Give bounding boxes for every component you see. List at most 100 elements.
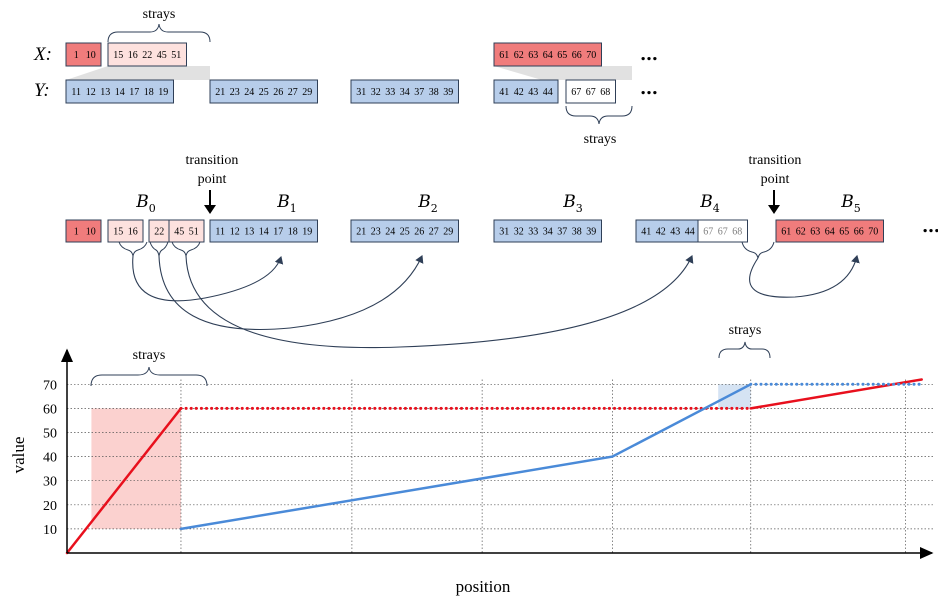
merged-value: 31 xyxy=(499,227,509,238)
stray-brace-2 xyxy=(149,241,169,257)
y-ellipsis: … xyxy=(640,78,658,99)
y-value: 24 xyxy=(244,87,254,98)
y-group xyxy=(65,79,174,104)
merged-value: 66 xyxy=(854,227,864,238)
y-tick-label: 20 xyxy=(43,499,57,514)
merged-group xyxy=(107,219,144,243)
merged-value: 18 xyxy=(288,227,298,238)
top-section: X: Y: 1 10 15 16 22 45 51 61 62 63 64 65 66 70 11 12 13… xyxy=(33,7,658,147)
x-value: 63 xyxy=(528,50,538,61)
merged-value: 51 xyxy=(189,227,199,238)
x-value: 16 xyxy=(128,50,138,61)
merged-value: 63 xyxy=(810,227,820,238)
transition-arrow-right xyxy=(768,190,780,214)
merged-group xyxy=(350,219,459,243)
top-strays-brace xyxy=(107,23,211,43)
y-value: 34 xyxy=(400,87,410,98)
merged-value: 27 xyxy=(429,227,439,238)
x-value: 66 xyxy=(572,50,582,61)
merged-value: 19 xyxy=(302,227,312,238)
merged-value: 67 xyxy=(718,227,728,238)
x-value: 64 xyxy=(543,50,553,61)
arc-to-b2 xyxy=(158,254,424,331)
arc-to-b1 xyxy=(132,255,284,302)
merged-value: 29 xyxy=(443,227,453,238)
x-value: 51 xyxy=(171,50,181,61)
y-group xyxy=(350,79,459,104)
block-labels: B0 B1 B2 B3 B4 B5 xyxy=(135,192,861,215)
merged-value: 70 xyxy=(868,227,878,238)
y-value: 32 xyxy=(371,87,381,98)
chart-series xyxy=(65,378,924,555)
merged-value: 62 xyxy=(796,227,806,238)
block-label: B1 xyxy=(276,192,297,215)
merged-value: 38 xyxy=(572,227,582,238)
merged-value: 43 xyxy=(670,227,680,238)
y-value: 17 xyxy=(129,87,139,98)
y-strays-brace xyxy=(565,105,633,125)
y-value: 39 xyxy=(443,87,453,98)
merged-value: 41 xyxy=(641,227,651,238)
merged-value: 61 xyxy=(781,227,791,238)
x-value: 61 xyxy=(499,50,509,61)
y-value: 67 xyxy=(571,87,581,98)
x-value: 65 xyxy=(557,50,567,61)
x-value: 62 xyxy=(514,50,524,61)
x-row-label: X: xyxy=(33,44,52,65)
merged-value: 10 xyxy=(86,227,96,238)
merged-value: 16 xyxy=(128,227,138,238)
merged-value: 17 xyxy=(273,227,283,238)
y-value: 27 xyxy=(288,87,298,98)
y-value: 19 xyxy=(158,87,168,98)
y-value: 41 xyxy=(499,87,509,98)
merged-value: 22 xyxy=(154,227,164,238)
y-value: 26 xyxy=(273,87,283,98)
stray-brace-3 xyxy=(171,241,201,257)
merged-value: 13 xyxy=(244,227,254,238)
merged-value: 21 xyxy=(356,227,366,238)
chart-strays-brace-right xyxy=(718,341,771,359)
merged-value: 37 xyxy=(557,227,567,238)
x-ellipsis: … xyxy=(640,44,658,65)
transition-arrow-left xyxy=(204,190,216,214)
y-value: 44 xyxy=(543,87,553,98)
mid-ellipsis: … xyxy=(922,216,938,237)
merged-group xyxy=(65,219,102,243)
merged-value: 45 xyxy=(174,227,184,238)
x-group xyxy=(65,42,102,67)
stray-brace-4 xyxy=(741,241,775,259)
x-axis-label: position xyxy=(456,577,511,596)
chart-strays-label-left: strays xyxy=(133,348,166,363)
merged-value: 34 xyxy=(543,227,553,238)
merged-value: 14 xyxy=(259,227,269,238)
arc-to-b4 xyxy=(185,254,694,349)
merged-value: 64 xyxy=(825,227,835,238)
merged-group xyxy=(493,219,602,243)
y-value: 33 xyxy=(385,87,395,98)
y-value: 21 xyxy=(215,87,225,98)
merged-value: 1 xyxy=(74,227,79,238)
merged-value: 65 xyxy=(839,227,849,238)
arc-to-b5 xyxy=(749,254,860,298)
x-value: 22 xyxy=(142,50,152,61)
y-tick-label: 30 xyxy=(43,475,57,490)
merged-value: 25 xyxy=(400,227,410,238)
merged-value: 23 xyxy=(371,227,381,238)
blue-solid-series xyxy=(179,383,753,531)
merged-group xyxy=(697,219,748,243)
y-value: 18 xyxy=(144,87,154,98)
x-value: 70 xyxy=(586,50,596,61)
y-tick-label: 60 xyxy=(43,402,57,417)
x-group xyxy=(493,42,602,67)
block-label: B3 xyxy=(562,192,583,215)
transition-label-left-2: point xyxy=(198,172,227,187)
transition-label-right-2: point xyxy=(761,172,790,187)
merged-group xyxy=(168,219,205,243)
y-value: 43 xyxy=(528,87,538,98)
y-group xyxy=(565,79,616,104)
y-strays-label: strays xyxy=(584,132,617,147)
y-value: 11 xyxy=(71,87,81,98)
transition-label-right-1: transition xyxy=(749,153,802,168)
y-value: 38 xyxy=(429,87,439,98)
